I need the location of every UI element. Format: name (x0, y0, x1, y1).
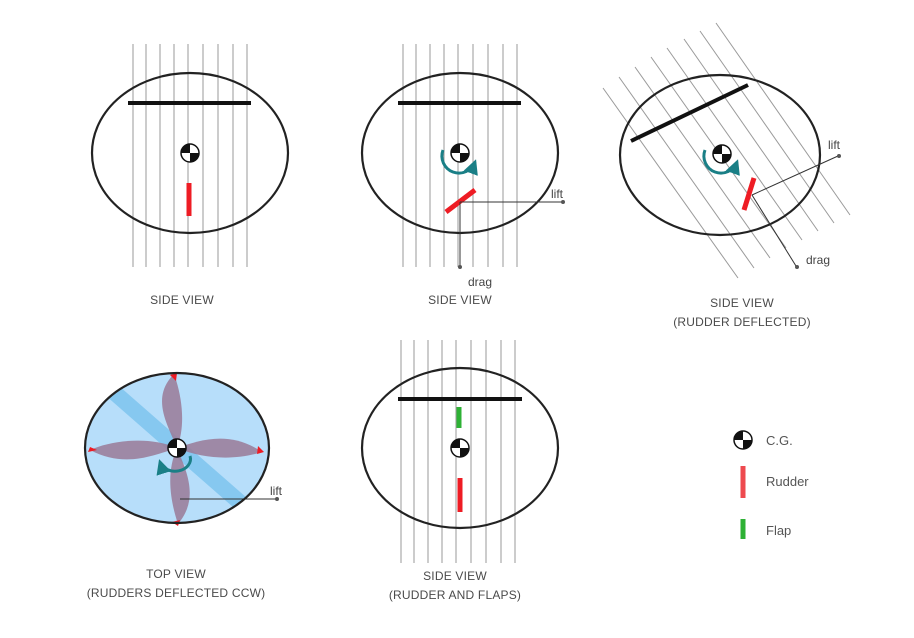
panel-side-view-2: lift drag SIDE VIEW (360, 44, 565, 307)
airflow-lines (602, 22, 851, 279)
cg-icon (450, 438, 470, 458)
panel-side-view-rudder-deflected: lift drag SIDE VIEW (RUDDER DEFLECTED) (602, 22, 851, 329)
rotation-arrow-icon (440, 149, 478, 176)
rudder (444, 188, 477, 214)
caption-line-1: SIDE VIEW (710, 296, 774, 310)
lift-label: lift (270, 484, 283, 498)
drag-vector-tip (458, 265, 462, 269)
lift-label: lift (828, 138, 841, 152)
legend-flap-label: Flap (766, 523, 791, 538)
cg-icon (167, 438, 187, 458)
panel-top-view: lift TOP VIEW (RUDDERS DEFLECTED CCW) (83, 371, 283, 600)
drag-label: drag (806, 253, 830, 267)
rotation-arrow-icon (156, 455, 192, 476)
legend-cg-icon (733, 430, 753, 450)
caption-line-1: TOP VIEW (146, 567, 206, 581)
legend-rudder-label: Rudder (766, 474, 809, 489)
caption-line-1: SIDE VIEW (423, 569, 487, 583)
fuselage-outline (90, 71, 290, 235)
caption-line-2: (RUDDER DEFLECTED) (673, 315, 811, 329)
rotor-blades (90, 374, 262, 524)
lift-vector-tip (275, 497, 279, 501)
fuselage-outline (360, 366, 560, 530)
panel-side-view-rudder-and-flaps: SIDE VIEW (RUDDER AND FLAPS) (360, 340, 560, 602)
lift-vector-tip (561, 200, 565, 204)
caption-line-2: (RUDDER AND FLAPS) (389, 588, 521, 602)
fuselage-outline (83, 371, 271, 525)
panel-side-view-1: SIDE VIEW (90, 44, 290, 307)
lift-label: lift (551, 187, 564, 201)
lift-vector (751, 155, 839, 196)
lift-vector-tip (837, 154, 841, 158)
fuselage-outline (618, 73, 822, 237)
rudder (741, 177, 757, 211)
cg-icon (180, 143, 200, 163)
rotation-arrow-icon (702, 149, 740, 176)
cg-icon (450, 143, 470, 163)
caption-line-1: SIDE VIEW (150, 293, 214, 307)
legend: C.G. Rudder Flap (733, 430, 809, 539)
caption-line-2: (RUDDERS DEFLECTED CCW) (87, 586, 266, 600)
legend-cg-label: C.G. (766, 433, 793, 448)
drag-label: drag (468, 275, 492, 289)
drag-vector (751, 194, 797, 267)
caption-line-1: SIDE VIEW (428, 293, 492, 307)
drag-vector-tip (795, 265, 799, 269)
wing (630, 83, 749, 143)
cg-icon (712, 144, 732, 164)
